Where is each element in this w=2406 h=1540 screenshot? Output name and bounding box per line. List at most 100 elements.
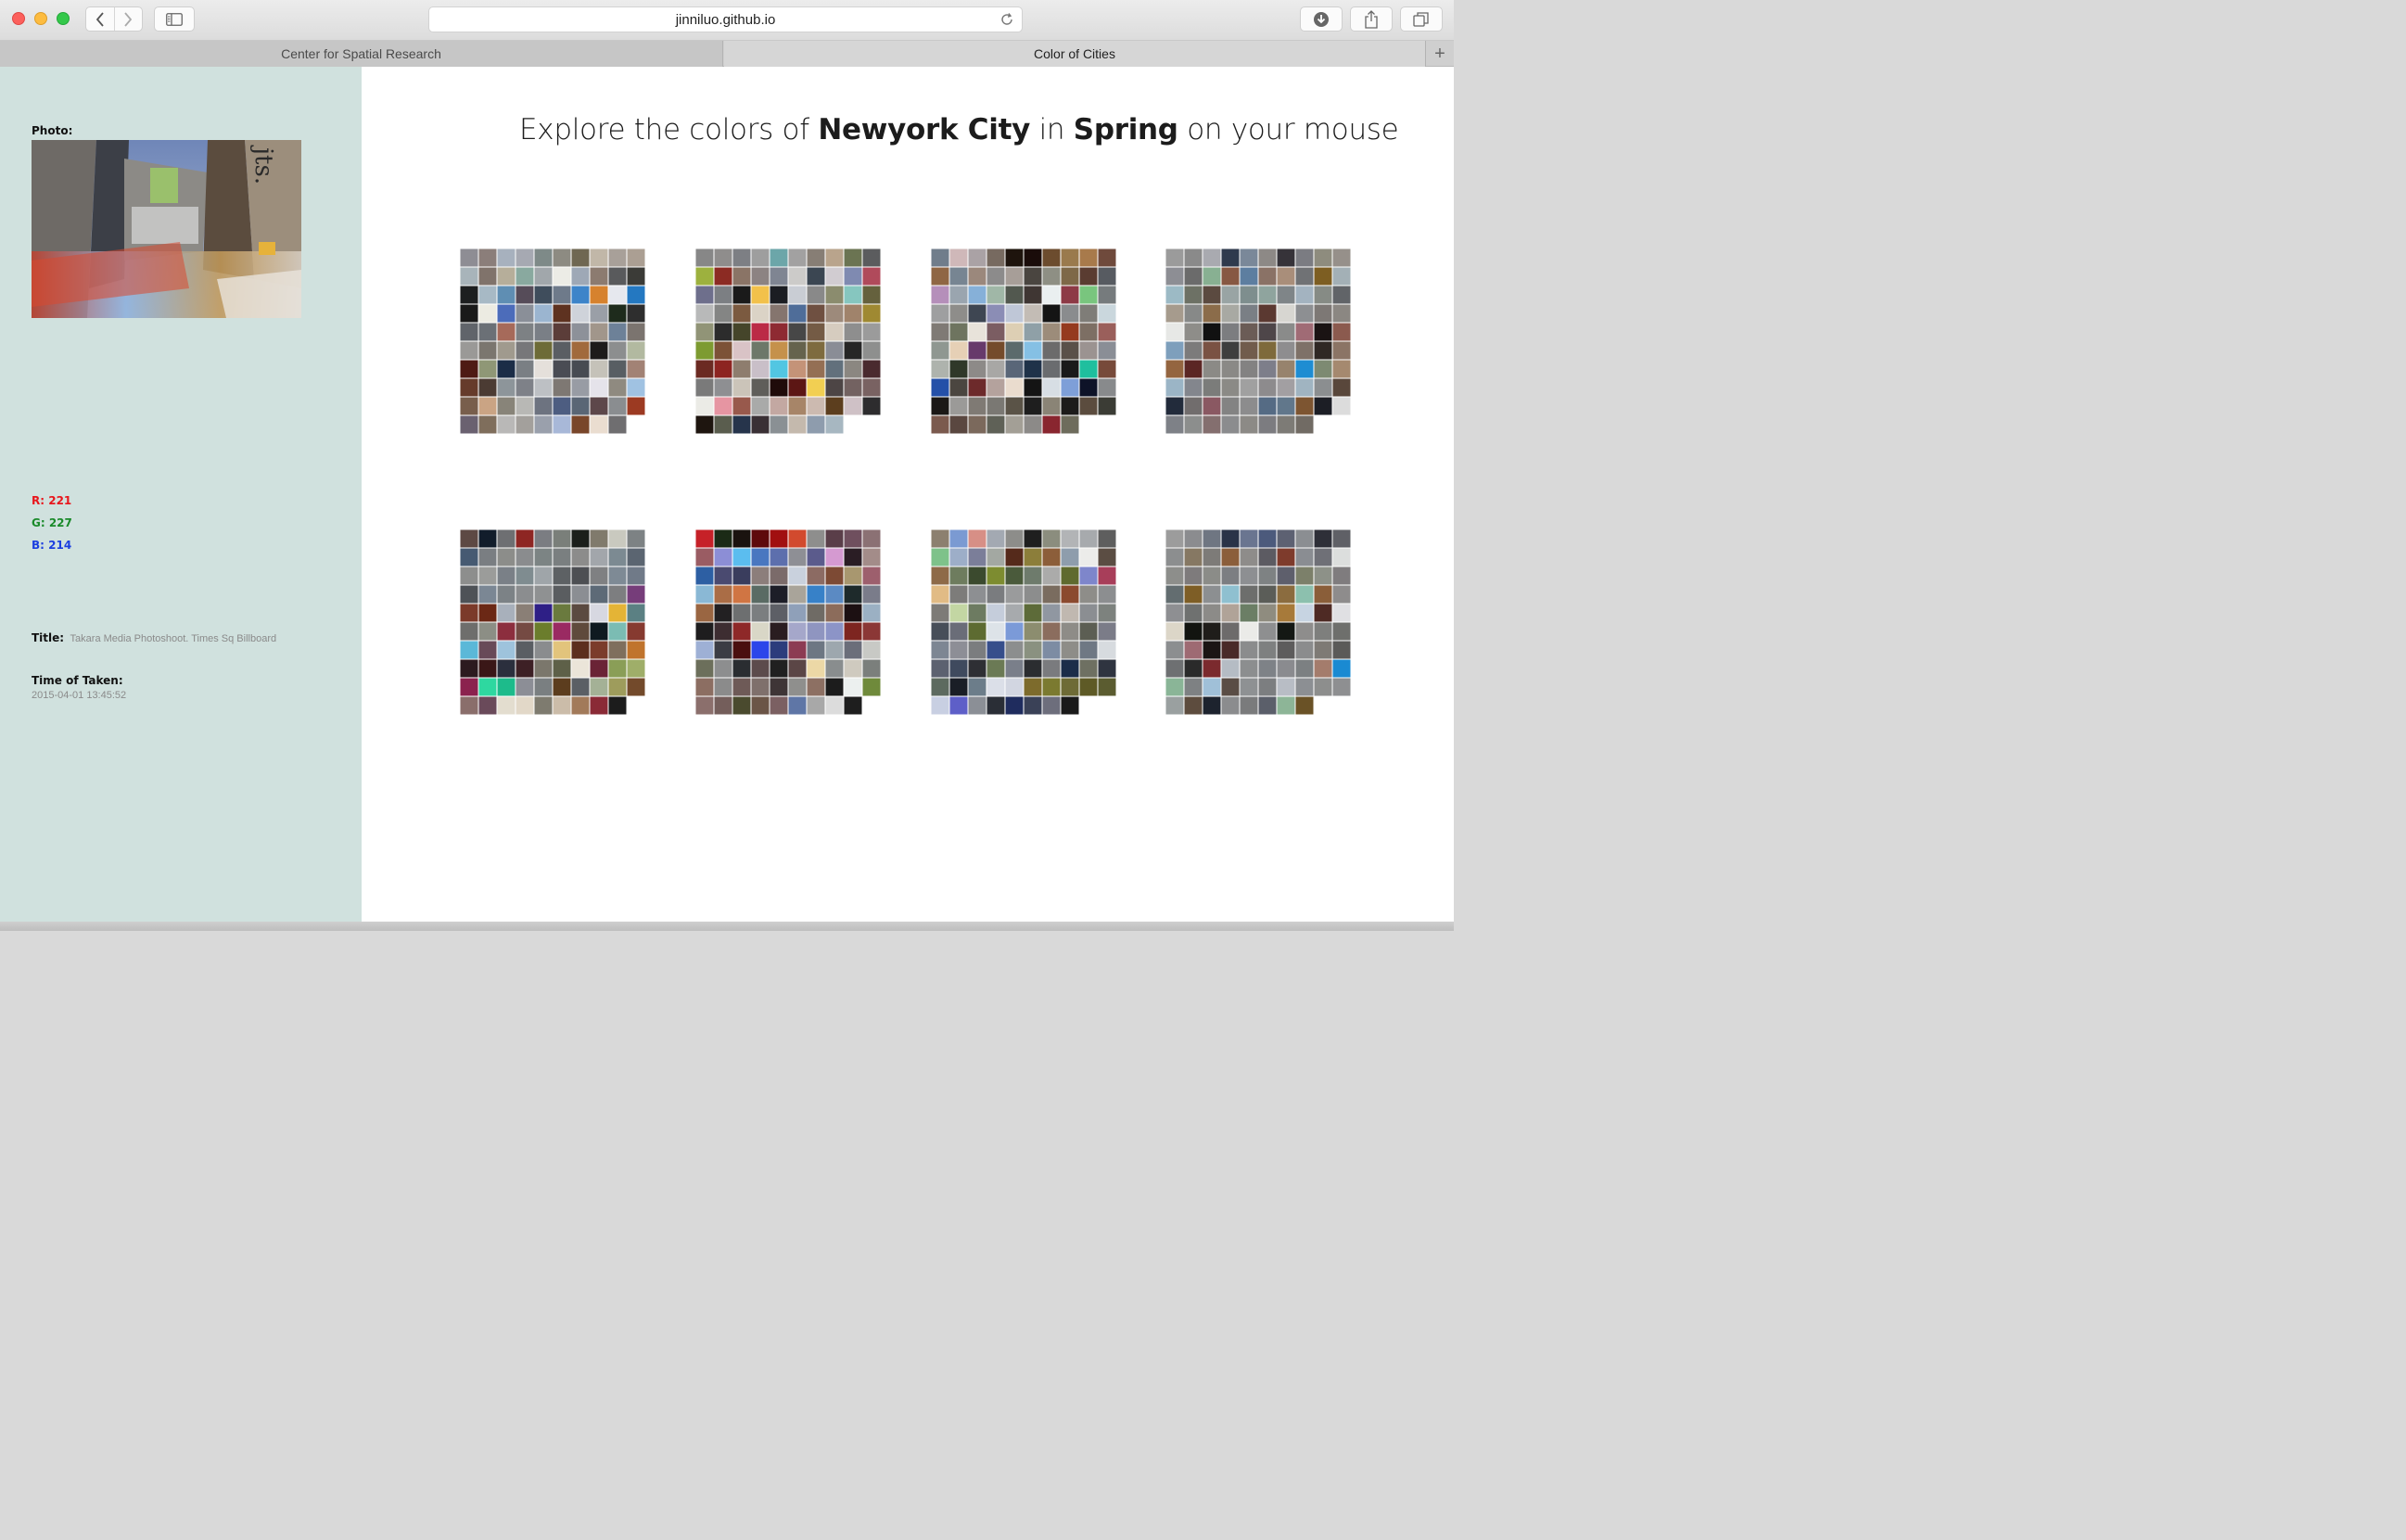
color-swatch[interactable]	[949, 267, 968, 286]
color-swatch[interactable]	[1258, 622, 1277, 641]
color-swatch[interactable]	[553, 622, 571, 641]
color-swatch[interactable]	[968, 248, 987, 267]
color-swatch[interactable]	[732, 286, 751, 304]
color-swatch[interactable]	[460, 397, 478, 415]
color-swatch[interactable]	[1332, 659, 1351, 678]
color-swatch[interactable]	[987, 323, 1005, 341]
color-swatch[interactable]	[949, 323, 968, 341]
color-swatch[interactable]	[1042, 566, 1061, 585]
color-swatch[interactable]	[1061, 696, 1079, 715]
color-swatch[interactable]	[516, 341, 534, 360]
color-swatch[interactable]	[571, 678, 590, 696]
color-swatch[interactable]	[1061, 378, 1079, 397]
color-swatch[interactable]	[478, 304, 497, 323]
color-swatch[interactable]	[825, 304, 844, 323]
color-swatch[interactable]	[627, 548, 645, 566]
color-swatch[interactable]	[553, 304, 571, 323]
color-swatch[interactable]	[1184, 415, 1203, 434]
window-close-button[interactable]	[12, 12, 25, 25]
color-swatch[interactable]	[497, 566, 516, 585]
color-swatch[interactable]	[788, 397, 807, 415]
color-swatch[interactable]	[553, 267, 571, 286]
color-swatch[interactable]	[732, 341, 751, 360]
new-tab-button[interactable]: +	[1425, 41, 1454, 67]
color-swatch[interactable]	[1203, 622, 1221, 641]
color-swatch[interactable]	[1005, 286, 1024, 304]
color-swatch[interactable]	[987, 286, 1005, 304]
color-swatch[interactable]	[534, 267, 553, 286]
color-swatch[interactable]	[825, 622, 844, 641]
color-swatch[interactable]	[987, 415, 1005, 434]
color-swatch[interactable]	[1042, 248, 1061, 267]
color-swatch[interactable]	[1258, 248, 1277, 267]
color-swatch[interactable]	[1314, 659, 1332, 678]
color-swatch[interactable]	[968, 641, 987, 659]
color-swatch[interactable]	[788, 548, 807, 566]
color-swatch[interactable]	[751, 267, 770, 286]
color-swatch[interactable]	[1332, 678, 1351, 696]
color-swatch[interactable]	[968, 622, 987, 641]
color-swatch[interactable]	[1258, 696, 1277, 715]
color-swatch[interactable]	[1005, 378, 1024, 397]
color-swatch[interactable]	[478, 267, 497, 286]
palette-grid-8[interactable]	[1165, 529, 1356, 719]
color-swatch[interactable]	[516, 304, 534, 323]
color-swatch[interactable]	[931, 548, 949, 566]
color-swatch[interactable]	[1098, 585, 1116, 604]
color-swatch[interactable]	[590, 641, 608, 659]
color-swatch[interactable]	[844, 286, 862, 304]
color-swatch[interactable]	[460, 415, 478, 434]
color-swatch[interactable]	[949, 641, 968, 659]
color-swatch[interactable]	[825, 341, 844, 360]
color-swatch[interactable]	[788, 286, 807, 304]
color-swatch[interactable]	[844, 696, 862, 715]
color-swatch[interactable]	[807, 267, 825, 286]
color-swatch[interactable]	[788, 604, 807, 622]
color-swatch[interactable]	[1240, 378, 1258, 397]
color-swatch[interactable]	[1295, 529, 1314, 548]
color-swatch[interactable]	[478, 360, 497, 378]
color-swatch[interactable]	[627, 286, 645, 304]
color-swatch[interactable]	[987, 585, 1005, 604]
color-swatch[interactable]	[751, 360, 770, 378]
color-swatch[interactable]	[788, 566, 807, 585]
color-swatch[interactable]	[825, 548, 844, 566]
color-swatch[interactable]	[1061, 323, 1079, 341]
color-swatch[interactable]	[1295, 604, 1314, 622]
color-swatch[interactable]	[1221, 304, 1240, 323]
color-swatch[interactable]	[1098, 566, 1116, 585]
color-swatch[interactable]	[1221, 604, 1240, 622]
color-swatch[interactable]	[590, 566, 608, 585]
color-swatch[interactable]	[497, 323, 516, 341]
color-swatch[interactable]	[987, 566, 1005, 585]
color-swatch[interactable]	[825, 286, 844, 304]
color-swatch[interactable]	[949, 286, 968, 304]
color-swatch[interactable]	[627, 529, 645, 548]
color-swatch[interactable]	[1203, 659, 1221, 678]
color-swatch[interactable]	[987, 678, 1005, 696]
color-swatch[interactable]	[1165, 415, 1184, 434]
color-swatch[interactable]	[1240, 397, 1258, 415]
color-swatch[interactable]	[571, 304, 590, 323]
color-swatch[interactable]	[1277, 529, 1295, 548]
color-swatch[interactable]	[807, 415, 825, 434]
color-swatch[interactable]	[608, 323, 627, 341]
color-swatch[interactable]	[949, 622, 968, 641]
color-swatch[interactable]	[1295, 566, 1314, 585]
color-swatch[interactable]	[825, 267, 844, 286]
color-swatch[interactable]	[1184, 397, 1203, 415]
color-swatch[interactable]	[553, 548, 571, 566]
color-swatch[interactable]	[714, 566, 732, 585]
color-swatch[interactable]	[770, 341, 788, 360]
color-swatch[interactable]	[590, 622, 608, 641]
color-swatch[interactable]	[732, 323, 751, 341]
color-swatch[interactable]	[1203, 641, 1221, 659]
color-swatch[interactable]	[497, 304, 516, 323]
color-swatch[interactable]	[1314, 360, 1332, 378]
color-swatch[interactable]	[1165, 360, 1184, 378]
color-swatch[interactable]	[807, 397, 825, 415]
color-swatch[interactable]	[478, 641, 497, 659]
color-swatch[interactable]	[627, 341, 645, 360]
color-swatch[interactable]	[497, 397, 516, 415]
color-swatch[interactable]	[695, 566, 714, 585]
